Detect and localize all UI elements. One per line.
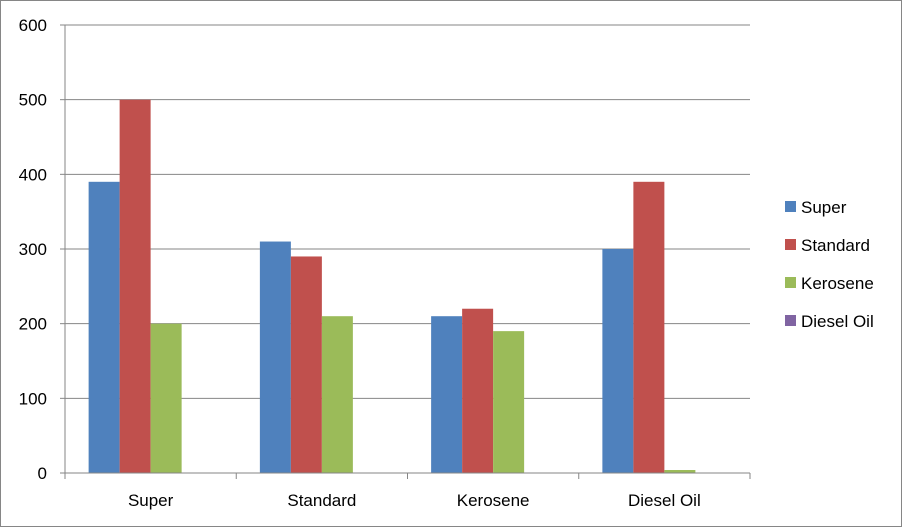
legend-label-super[interactable]: Super bbox=[801, 198, 847, 217]
legend-label-kerosene[interactable]: Kerosene bbox=[801, 274, 874, 293]
bar-diesel-oil-standard bbox=[633, 181, 665, 474]
bar-kerosene-super bbox=[431, 316, 463, 473]
axes bbox=[64, 25, 751, 479]
y-tick-label-0: 0 bbox=[38, 464, 47, 483]
bar-standard-super bbox=[259, 241, 291, 473]
legend-label-standard[interactable]: Standard bbox=[801, 236, 870, 255]
legend-swatch-standard[interactable] bbox=[785, 239, 796, 250]
bar-standard-kerosene bbox=[321, 316, 353, 473]
bar-diesel-oil-super bbox=[602, 249, 634, 473]
legend[interactable]: Super Standard Kerosene Diesel Oil bbox=[785, 198, 874, 331]
bar-diesel-oil-kerosene bbox=[664, 470, 696, 473]
y-tick-label-400: 400 bbox=[19, 165, 47, 184]
legend-label-diesel-oil[interactable]: Diesel Oil bbox=[801, 312, 874, 331]
legend-swatch-diesel-oil[interactable] bbox=[785, 315, 796, 326]
x-category-label-super: Super bbox=[128, 491, 174, 510]
x-category-label-diesel-oil: Diesel Oil bbox=[628, 491, 701, 510]
y-tick-label-100: 100 bbox=[19, 389, 47, 408]
x-category-label-standard: Standard bbox=[287, 491, 356, 510]
legend-swatch-super[interactable] bbox=[785, 201, 796, 212]
legend-swatch-kerosene[interactable] bbox=[785, 277, 796, 288]
bar-super-super bbox=[88, 181, 120, 474]
bar-super-kerosene bbox=[150, 323, 182, 473]
bars bbox=[88, 99, 696, 474]
x-category-label-kerosene: Kerosene bbox=[457, 491, 530, 510]
bar-kerosene-kerosene bbox=[493, 331, 525, 473]
y-axis-ticks: 0 100 200 300 400 500 600 bbox=[19, 16, 65, 483]
y-tick-label-500: 500 bbox=[19, 91, 47, 110]
bar-super-standard bbox=[119, 99, 151, 474]
bar-standard-standard bbox=[290, 256, 322, 473]
x-axis-categories: Super Standard Kerosene Diesel Oil bbox=[128, 491, 701, 510]
y-tick-label-600: 600 bbox=[19, 16, 47, 35]
y-tick-label-300: 300 bbox=[19, 240, 47, 259]
bar-kerosene-standard bbox=[462, 308, 494, 473]
y-tick-label-200: 200 bbox=[19, 315, 47, 334]
